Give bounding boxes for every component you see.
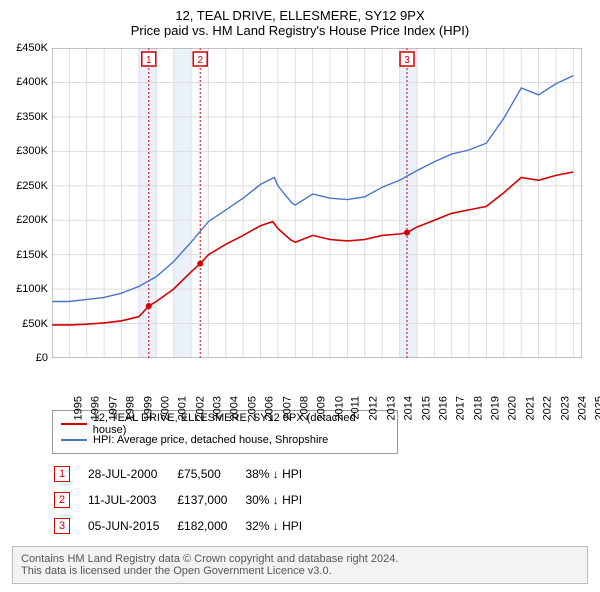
y-tick-label: £0 [36,352,48,364]
x-tick-label: 2003 [212,396,224,420]
x-tick-label: 2002 [194,396,206,420]
x-tick-label: 2004 [229,396,241,420]
y-tick-label: £100K [16,283,48,295]
y-tick-label: £400K [16,76,48,88]
x-tick-label: 2023 [559,396,571,420]
y-tick-label: £350K [16,111,48,123]
marker-row: 3 05-JUN-2015£182,00032% ↓ HPI [46,514,310,538]
y-tick-label: £450K [16,42,48,54]
marker-price: £137,000 [169,488,235,512]
y-tick-label: £50K [22,318,48,330]
marker-delta: 38% ↓ HPI [237,462,310,486]
marker-price: £75,500 [169,462,235,486]
markers-table: 1 28-JUL-2000£75,50038% ↓ HPI 2 11-JUL-2003… [44,460,312,540]
marker-row: 2 11-JUL-2003£137,00030% ↓ HPI [46,488,310,512]
x-tick-label: 2025 [594,396,600,420]
marker-number-box: 3 [54,518,70,534]
x-tick-label: 1998 [125,396,137,420]
x-tick-label: 1995 [72,396,84,420]
marker-delta: 32% ↓ HPI [237,514,310,538]
legend: 12, TEAL DRIVE, ELLESMERE, SY12 9PX (det… [52,410,398,454]
marker-delta: 30% ↓ HPI [237,488,310,512]
marker-number-box: 1 [54,466,70,482]
svg-text:3: 3 [404,55,410,66]
chart-svg: 1 2 3 [52,48,582,358]
marker-date: 05-JUN-2015 [80,514,167,538]
legend-swatch [61,423,87,425]
marker-date: 28-JUL-2000 [80,462,167,486]
marker-date: 11-JUL-2003 [80,488,167,512]
chart-title-desc: Price paid vs. HM Land Registry's House … [8,23,592,38]
legend-label: HPI: Average price, detached house, Shro… [93,434,328,446]
footer-line2: This data is licensed under the Open Gov… [21,565,579,577]
x-tick-label: 2015 [420,396,432,420]
y-tick-label: £250K [16,180,48,192]
y-tick-label: £200K [16,214,48,226]
x-tick-label: 2017 [455,396,467,420]
x-tick-label: 2012 [368,396,380,420]
x-tick-label: 1996 [90,396,102,420]
x-tick-label: 2007 [281,396,293,420]
y-tick-label: £300K [16,145,48,157]
chart-title-block: 12, TEAL DRIVE, ELLESMERE, SY12 9PX Pric… [8,8,592,38]
x-tick-label: 1999 [142,396,154,420]
x-tick-label: 2009 [316,396,328,420]
x-tick-label: 2014 [403,396,415,420]
marker-number-box: 2 [54,492,70,508]
license-footer: Contains HM Land Registry data © Crown c… [12,546,588,584]
svg-text:1: 1 [146,55,152,66]
marker-row: 1 28-JUL-2000£75,50038% ↓ HPI [46,462,310,486]
x-tick-label: 2006 [264,396,276,420]
x-tick-label: 2013 [385,396,397,420]
x-tick-label: 2005 [246,396,258,420]
svg-text:2: 2 [197,55,203,66]
y-tick-label: £150K [16,249,48,261]
x-tick-label: 2000 [159,396,171,420]
x-tick-label: 2010 [333,396,345,420]
chart-title-address: 12, TEAL DRIVE, ELLESMERE, SY12 9PX [8,8,592,23]
x-tick-label: 2024 [576,396,588,420]
x-tick-label: 2022 [542,396,554,420]
x-tick-label: 2021 [524,396,536,420]
marker-price: £182,000 [169,514,235,538]
chart-area: 1 2 3 £0 £50K £100K £150K £200K £250K £300K £350K £… [8,44,592,404]
legend-swatch [61,439,87,441]
x-tick-label: 2011 [350,396,362,420]
x-tick-label: 2016 [437,396,449,420]
x-tick-label: 2001 [177,396,189,420]
x-tick-label: 2019 [490,396,502,420]
footer-line1: Contains HM Land Registry data © Crown c… [21,553,579,565]
x-tick-label: 1997 [107,396,119,420]
x-tick-label: 2020 [507,396,519,420]
x-tick-label: 2008 [298,396,310,420]
x-tick-label: 2018 [472,396,484,420]
